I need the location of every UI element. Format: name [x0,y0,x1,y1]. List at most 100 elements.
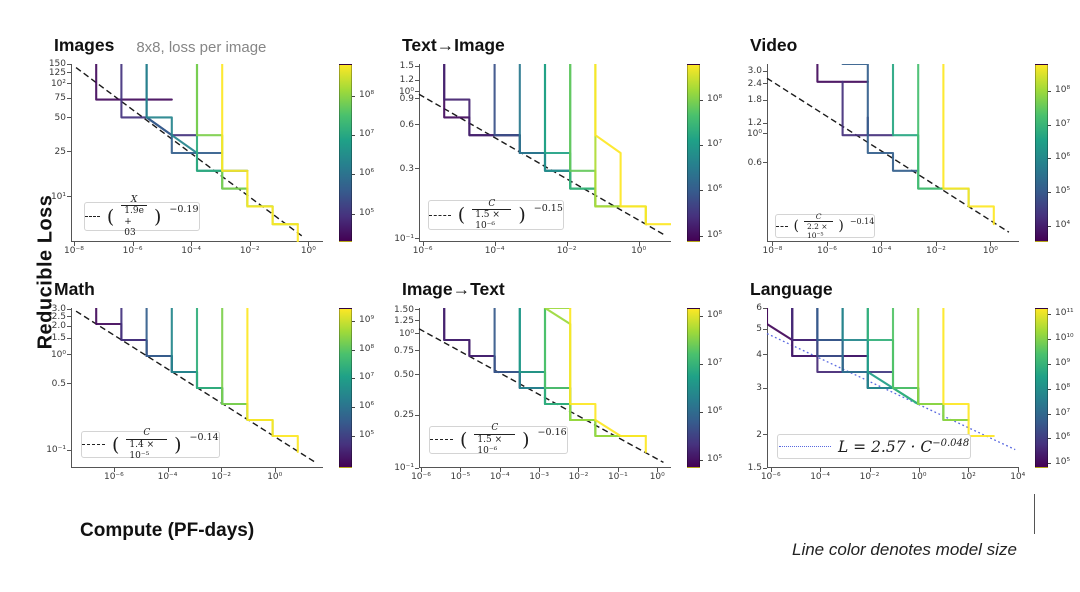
x-tick-label: 10⁻³ [529,472,549,482]
y-tick-mark [415,91,419,93]
x-tick-mark [499,468,501,472]
y-tick-label: 6 [756,303,762,313]
y-tick-label: 75 [54,93,66,104]
y-tick-label: 0.6 [399,119,414,130]
y-tick-label: 0.5 [51,378,66,389]
subplot-title: Image→Text [402,279,505,299]
plot-area: 1.50 1.25 10⁰ 0.75 0.50 0.25 10⁻¹ 10⁻⁶ 10⁻⁵ 10⁻⁴ 1… [394,305,671,482]
x-tick-label: 10⁰ [631,246,647,256]
colorbar-tick-label: 10⁵ [707,229,723,240]
y-tick-label: 10⁰ [50,349,66,360]
colorbar-tick-label: 10⁴ [1055,219,1071,230]
x-tick-mark [918,468,920,472]
y-tick-mark [763,70,767,72]
y-tick-mark [763,162,767,164]
x-tick-label: 10⁻⁶ [412,246,433,256]
plot-svg [71,64,323,242]
x-tick-label: 10² [960,472,976,482]
colorbar-tick-mark [1048,90,1051,92]
plot-area: 3.0 2.4 1.8 1.2 10⁰ 0.6 10⁻⁸ 10⁻⁶ 10⁻⁴ 10⁻² 10⁰(C 2… [747,64,1019,256]
colorbar-tick-mark [352,213,355,215]
subplot-image-to-text: Image→Text 1.50 1.25 10⁰ 0.75 0.50 0.25 10⁻¹ 10… [384,268,732,482]
colorbar-tick-mark [700,460,703,461]
colorbar-tick-label: 10⁵ [1055,457,1071,468]
x-tick-label: 10⁰ [267,472,283,482]
y-tick-mark [763,354,767,356]
colorbar-tick-mark [700,144,703,146]
x-tick-mark [249,242,251,246]
colorbar-tick-mark [352,174,355,176]
y-tick-mark [67,354,71,356]
y-tick-mark [415,374,419,376]
y-tick-label: 25 [54,146,66,157]
loss-curve [816,64,869,83]
loss-curve [942,308,995,438]
y-tick-label: 150 [48,59,66,69]
x-tick-mark [820,468,822,472]
subplot-title: Language [750,279,833,299]
subplot-language: Language 6 5 4 3 2 1.5 10⁻⁶ 10⁻⁴ 10⁻² 10⁰ 10² 10⁴ L … [732,268,1080,482]
legend-box: (C 1.5 × 10⁻⁶) −0.15 [427,199,564,231]
fit-line [766,333,1016,451]
colorbar-tick-mark [352,349,355,351]
loss-curve [841,64,920,172]
x-axis-label: Compute (PF-days) [80,520,255,541]
colorbar-tick-label: 10⁶ [707,184,723,195]
y-tick-mark [763,99,767,101]
colorbar-tick-mark [700,99,703,101]
colorbar-tick-label: 10⁶ [707,406,723,416]
caption-connector-line [1034,494,1035,534]
loss-curve [120,308,199,374]
colorbar-tick-label: 10⁹ [359,314,375,325]
legend-fit-line-sample [82,444,105,446]
colorbar-tick-label: 10⁸ [707,310,723,320]
loss-curve [569,308,647,454]
y-tick-label: 10⁻¹ [394,233,414,244]
x-tick-mark [638,242,640,246]
y-tick-mark [415,333,419,335]
colorbar-tick-mark [352,436,355,437]
loss-curve [917,308,970,422]
colorbar-tick-label: 10¹¹ [1055,308,1074,319]
colorbar: 10⁸ 10⁷ 10⁶ 10⁵ [687,308,732,468]
colorbar-tick-mark [1048,463,1051,465]
y-tick-label: 10⁻¹ [394,463,414,473]
colorbar: 10⁹ 10⁸ 10⁷ 10⁶ 10⁵ [339,308,384,468]
colorbar-caption: Line color denotes model size [792,540,1017,559]
x-tick-mark [460,468,462,472]
legend-equation: C 2.2 × 10⁻⁵ [803,212,834,240]
legend-fit-line-sample [778,446,831,448]
y-tick-mark [67,63,71,65]
colorbar-tick-label: 10⁵ [1055,186,1071,197]
y-tick-mark [67,383,71,385]
y-tick-mark [415,98,419,100]
x-tick-label: 10⁻⁴ [484,246,505,256]
y-tick-label: 2 [756,429,762,440]
loss-curve [95,308,173,358]
colorbar-tick-mark [1048,314,1051,316]
y-tick-mark [415,65,419,67]
x-tick-mark [274,468,276,472]
y-tick-mark [67,97,71,99]
colorbar-tick-label: 10⁸ [359,343,375,354]
x-tick-label: 10⁻² [556,246,577,256]
colorbar-tick-mark [1048,124,1051,126]
loss-curve [816,308,895,390]
y-tick-label: 1.8 [747,95,762,106]
y-tick-mark [67,449,71,451]
colorbar-tick-label: 10⁸ [1055,382,1071,393]
colorbar: 10⁸ 10⁷ 10⁶ 10⁵ 10⁴ [1035,64,1080,242]
x-tick-label: 10⁻⁴ [489,472,510,482]
colorbar-tick-label: 10⁶ [359,168,375,179]
x-tick-label: 10⁻² [211,472,232,482]
y-tick-mark [415,79,419,81]
y-tick-label: 4 [756,349,762,360]
colorbar-gradient [339,64,352,242]
x-tick-label: 10⁻⁵ [450,472,471,482]
y-tick-mark [763,83,767,85]
x-tick-label: 10⁻⁶ [103,472,124,482]
legend-box: (C 1.5 × 10⁻⁶) −0.16 [429,423,568,456]
colorbar-tick-mark [1048,364,1051,365]
x-tick-label: 10⁰ [982,246,998,256]
y-tick-label: 3.0 [747,66,762,77]
